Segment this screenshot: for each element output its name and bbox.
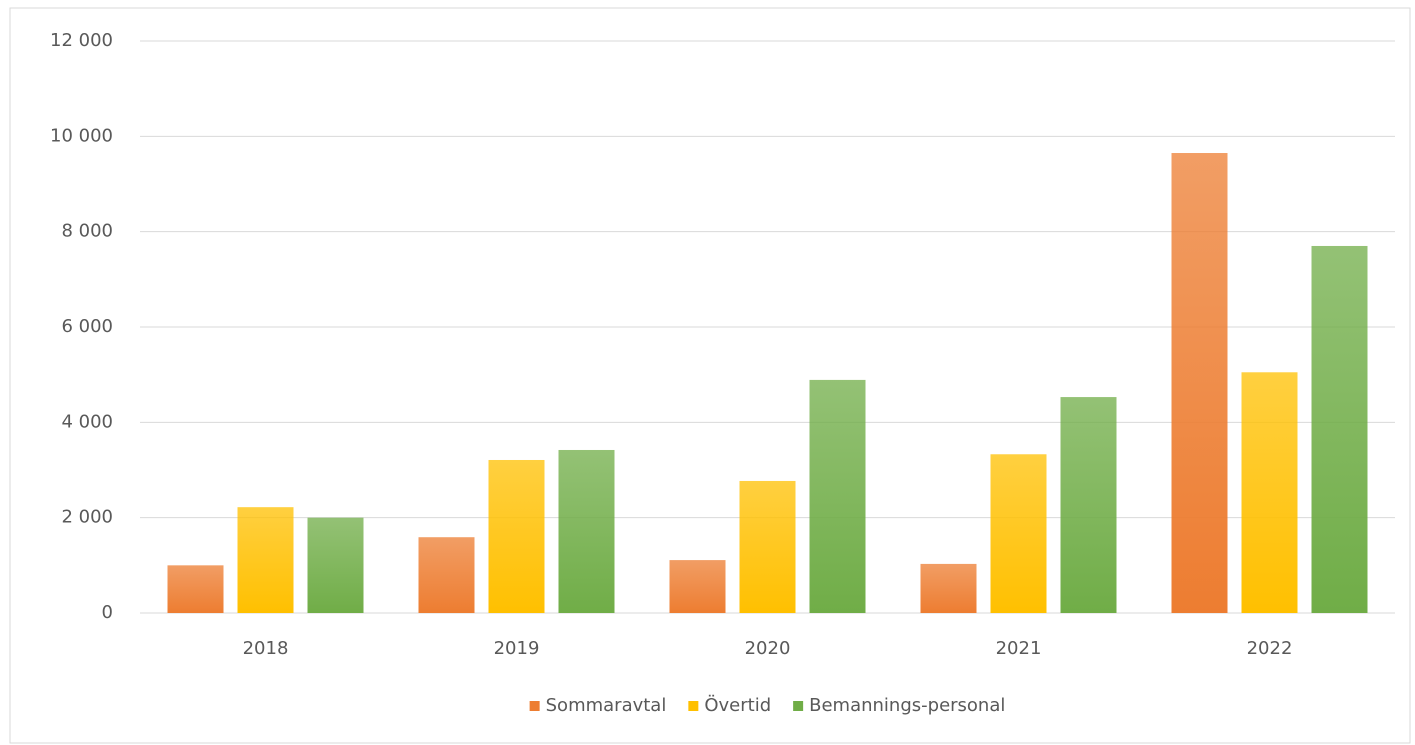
bar bbox=[558, 449, 615, 613]
bar bbox=[920, 563, 977, 613]
legend-label: Bemannings-personal bbox=[809, 695, 1005, 716]
legend-swatch bbox=[688, 701, 699, 711]
bar bbox=[307, 517, 364, 613]
x-tick-label: 2018 bbox=[243, 638, 289, 659]
bar bbox=[739, 480, 796, 613]
y-tick-label: 12 000 bbox=[50, 30, 113, 51]
x-tick-label: 2021 bbox=[996, 638, 1042, 659]
bar bbox=[237, 507, 294, 613]
x-tick-label: 2020 bbox=[745, 638, 791, 659]
bar bbox=[809, 379, 866, 613]
bar bbox=[167, 565, 224, 613]
y-tick-label: 0 bbox=[102, 602, 113, 623]
y-tick-label: 6 000 bbox=[61, 316, 113, 337]
x-tick-label: 2022 bbox=[1247, 638, 1293, 659]
y-tick-label: 2 000 bbox=[61, 507, 113, 528]
bar bbox=[669, 560, 726, 613]
legend-label: Övertid bbox=[704, 694, 771, 716]
bar bbox=[418, 537, 475, 613]
bar bbox=[1060, 397, 1117, 613]
bar bbox=[1171, 153, 1228, 613]
bar bbox=[1241, 372, 1298, 613]
y-tick-label: 10 000 bbox=[50, 125, 113, 146]
y-tick-label: 4 000 bbox=[61, 411, 113, 432]
bar bbox=[1311, 245, 1368, 613]
x-tick-label: 2019 bbox=[494, 638, 540, 659]
legend-swatch bbox=[529, 701, 540, 711]
bar bbox=[990, 454, 1047, 613]
legend-label: Sommaravtal bbox=[546, 695, 667, 716]
legend: Sommaravtal Övertid Bemannings-personal bbox=[529, 694, 1005, 716]
y-tick-label: 8 000 bbox=[61, 221, 113, 242]
bar bbox=[488, 459, 545, 613]
legend-swatch bbox=[793, 701, 804, 711]
